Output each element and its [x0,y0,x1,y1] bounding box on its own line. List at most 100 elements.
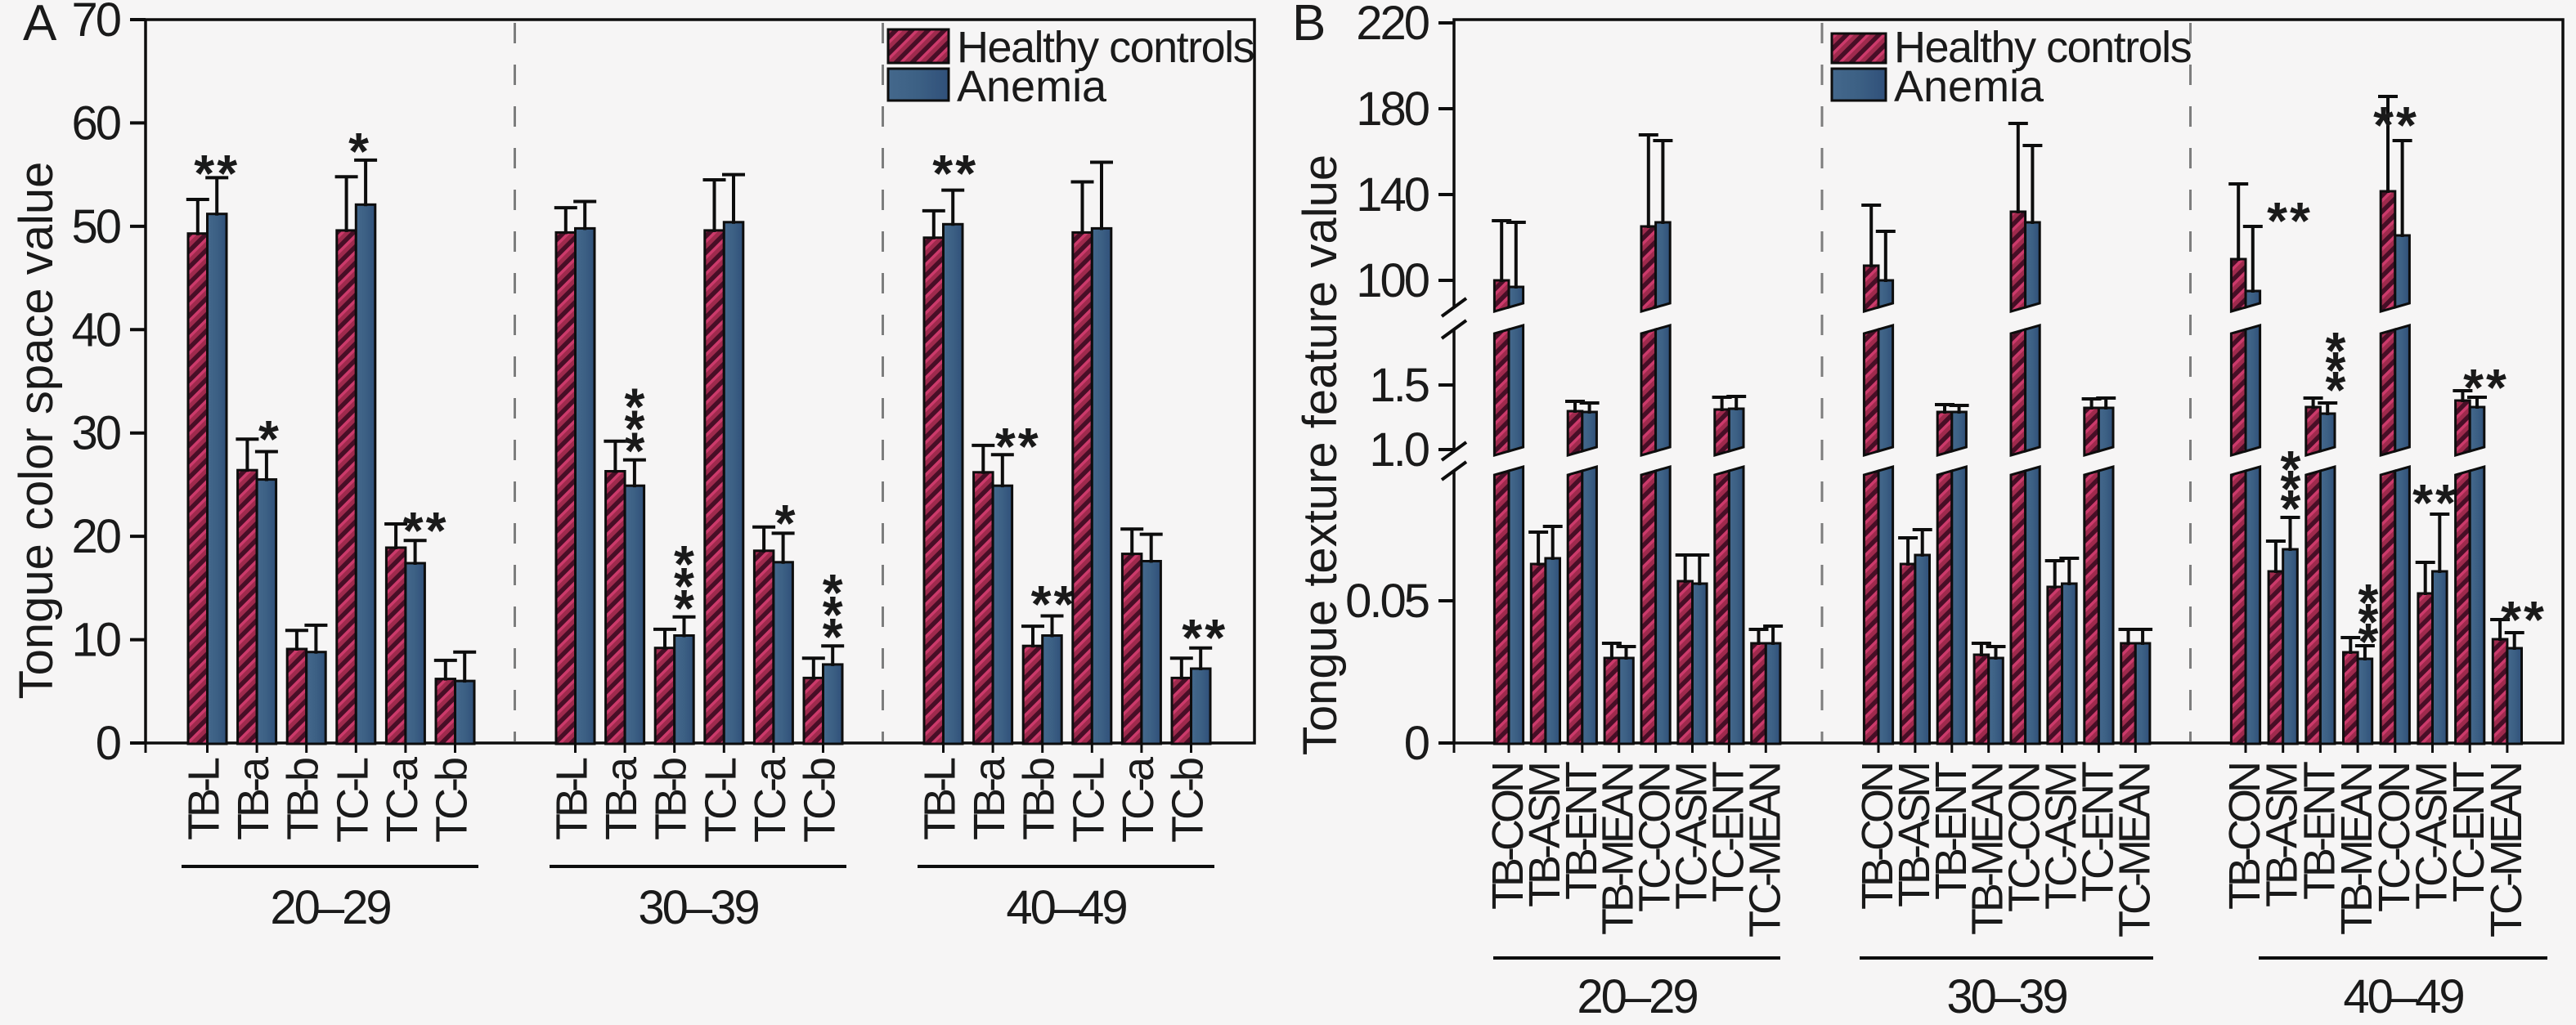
svg-text:TC-CON: TC-CON [2000,764,2049,912]
svg-text:30: 30 [71,407,119,460]
svg-text:TB-L: TB-L [548,758,597,840]
svg-text:0: 0 [96,717,120,770]
svg-text:TC-b: TC-b [796,759,845,843]
svg-text:100: 100 [1356,254,1429,307]
svg-text:TB-b: TB-b [1015,759,1064,840]
svg-text:*: * [348,122,371,181]
svg-text:*: * [823,563,843,622]
svg-text:TC-a: TC-a [1114,756,1163,843]
svg-text:*: * [823,607,843,666]
svg-text:*: * [823,585,843,644]
svg-text:TB-b: TB-b [647,759,696,840]
svg-text:Tongue color space value: Tongue color space value [10,162,63,700]
svg-text:TC-ASM: TC-ASM [2037,764,2086,910]
svg-text:TB-CON: TB-CON [2220,764,2269,910]
svg-text:Healthy controls: Healthy controls [1894,23,2192,72]
svg-text:30–39: 30–39 [638,881,758,934]
svg-text:**: ** [1031,575,1077,633]
svg-text:TC-L: TC-L [1064,758,1113,843]
svg-text:*: * [624,422,644,481]
svg-text:140: 140 [1356,168,1429,222]
svg-text:**: ** [403,501,449,560]
svg-text:TC-MEAN: TC-MEAN [1740,764,1789,938]
svg-text:TC-L: TC-L [696,758,745,843]
svg-text:TC-ENT: TC-ENT [2444,762,2493,902]
svg-text:*: * [2358,593,2379,651]
svg-text:TC-CON: TC-CON [1631,764,1680,912]
svg-text:*: * [2281,459,2301,518]
svg-text:*: * [2358,612,2379,671]
svg-text:TC-ASM: TC-ASM [2408,764,2457,910]
svg-text:20–29: 20–29 [270,881,390,934]
svg-text:*: * [258,410,281,468]
svg-text:TC-MEAN: TC-MEAN [2482,764,2531,938]
svg-text:TB-CON: TB-CON [1483,764,1533,910]
svg-text:*: * [674,579,694,638]
svg-text:TB-ASM: TB-ASM [2258,764,2307,907]
svg-text:TB-L: TB-L [916,758,965,840]
svg-text:Anemia: Anemia [1894,62,2044,111]
svg-text:20: 20 [71,510,119,563]
svg-text:Tongue texture feature value: Tongue texture feature value [1294,154,1347,755]
svg-text:TB-MEAN: TB-MEAN [1963,764,2013,935]
svg-text:**: ** [2267,191,2313,250]
svg-text:TB-CON: TB-CON [1853,764,1902,910]
svg-text:TC-a: TC-a [746,756,795,843]
svg-text:**: ** [2501,590,2547,649]
svg-text:TB-MEAN: TB-MEAN [2332,764,2381,935]
svg-text:TB-ENT: TB-ENT [2295,762,2344,900]
svg-text:TB-ENT: TB-ENT [1557,762,1606,900]
svg-text:TC-L: TC-L [328,758,377,843]
svg-text:TB-a: TB-a [229,756,278,840]
svg-text:B: B [1292,0,1326,51]
svg-text:Anemia: Anemia [957,62,1107,111]
svg-text:30–39: 30–39 [1946,970,2067,1023]
svg-text:*: * [775,494,798,553]
svg-text:*: * [624,400,644,459]
svg-text:TB-L: TB-L [180,758,229,840]
svg-text:TB-b: TB-b [279,759,328,840]
svg-text:1.5: 1.5 [1369,359,1428,412]
svg-text:10: 10 [71,614,119,667]
svg-text:TB-ENT: TB-ENT [1927,762,1976,900]
svg-text:TC-CON: TC-CON [2370,764,2419,912]
svg-text:TC-MEAN: TC-MEAN [2110,764,2159,938]
svg-text:220: 220 [1356,0,1429,50]
svg-text:0: 0 [1404,717,1429,770]
svg-text:40–49: 40–49 [2343,970,2463,1023]
svg-text:*: * [674,557,694,615]
svg-text:*: * [624,378,644,436]
svg-text:*: * [2326,360,2346,419]
svg-text:TC-a: TC-a [378,756,427,843]
svg-text:**: ** [1182,608,1227,667]
svg-text:TB-ASM: TB-ASM [1890,764,1939,907]
svg-text:**: ** [995,417,1041,476]
svg-text:**: ** [2463,358,2509,417]
svg-text:20–29: 20–29 [1577,970,1697,1023]
svg-text:A: A [23,0,57,51]
svg-text:TB-a: TB-a [965,756,1014,840]
svg-text:70: 70 [71,0,119,47]
svg-text:**: ** [194,144,240,203]
svg-text:40: 40 [71,303,119,356]
svg-text:**: ** [2373,96,2419,154]
svg-text:*: * [2281,440,2301,499]
svg-text:TB-a: TB-a [597,756,646,840]
svg-text:Healthy controls: Healthy controls [957,23,1254,72]
svg-text:0.05: 0.05 [1345,575,1429,628]
svg-text:TC-ENT: TC-ENT [1703,762,1752,902]
svg-text:50: 50 [71,200,119,253]
svg-text:*: * [2281,479,2301,538]
svg-text:TC-b: TC-b [1164,759,1213,843]
svg-text:TC-b: TC-b [428,759,477,843]
svg-text:*: * [2358,573,2379,632]
svg-text:TB-MEAN: TB-MEAN [1594,764,1643,935]
svg-text:**: ** [932,144,978,203]
svg-text:**: ** [2412,473,2458,532]
svg-text:TC-ASM: TC-ASM [1667,764,1717,910]
svg-text:*: * [674,535,694,593]
svg-text:TB-ASM: TB-ASM [1520,764,1569,907]
svg-text:*: * [2326,341,2346,400]
svg-text:*: * [2326,321,2346,380]
svg-text:60: 60 [71,96,119,150]
